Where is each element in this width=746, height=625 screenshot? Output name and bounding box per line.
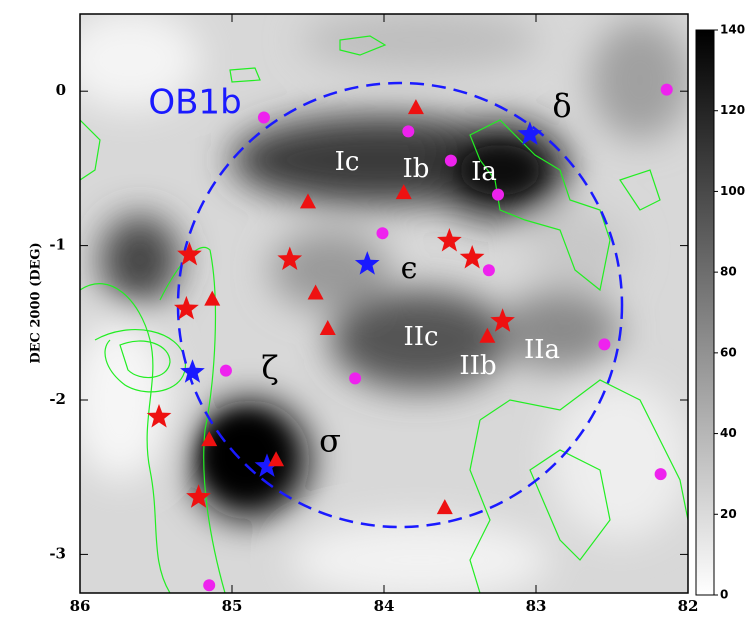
annotation: IIa [524,335,560,365]
annotation: OB1b [148,83,241,123]
x-tick-label: 84 [374,597,395,615]
circle-marker [655,468,667,480]
colorbar-tick-label: 140 [720,23,745,37]
y-tick-label: -2 [49,390,66,408]
annotation: Ia [471,157,497,187]
figure: DEC 2000 (DEG) 86 85 84 83 82 0 -1 -2 -3 0 20 40 60 8… [0,0,746,621]
circle-marker [203,579,215,591]
circle-marker [258,111,270,123]
colorbar-tick-label: 80 [720,265,737,279]
annotation: σ [319,422,341,460]
annotation: ϵ [401,251,418,286]
circle-marker [483,264,495,276]
circle-marker [598,338,610,350]
colorbar-tick-label: 20 [720,507,737,521]
y-tick-label: -1 [49,236,66,254]
annotation: Ic [335,147,360,177]
y-tick-label: 0 [56,81,66,99]
colorbar-tick-label: 120 [720,103,745,117]
colorbar-tick-label: 100 [720,184,745,198]
circle-marker [402,125,414,137]
annotation: Ib [403,154,430,184]
x-tick-label: 86 [70,597,91,615]
circle-marker [376,227,388,239]
annotation: ζ [261,349,278,387]
annotation: IIb [459,351,496,381]
colorbar-tick-label: 0 [720,588,728,602]
circle-marker [492,189,504,201]
circle-marker [349,372,361,384]
y-axis-label: DEC 2000 (DEG) [29,242,44,363]
colorbar [696,30,714,595]
x-tick-label: 83 [526,597,547,615]
annotation: IIc [403,322,438,352]
y-tick-label: -3 [49,544,66,562]
circle-marker [661,84,673,96]
circle-marker [220,365,232,377]
colorbar-tick-label: 60 [720,345,737,359]
circle-marker [445,155,457,167]
x-tick-label: 82 [678,597,699,615]
annotation: δ [552,87,571,125]
colorbar-tick-label: 40 [720,426,737,440]
x-tick-label: 85 [222,597,243,615]
